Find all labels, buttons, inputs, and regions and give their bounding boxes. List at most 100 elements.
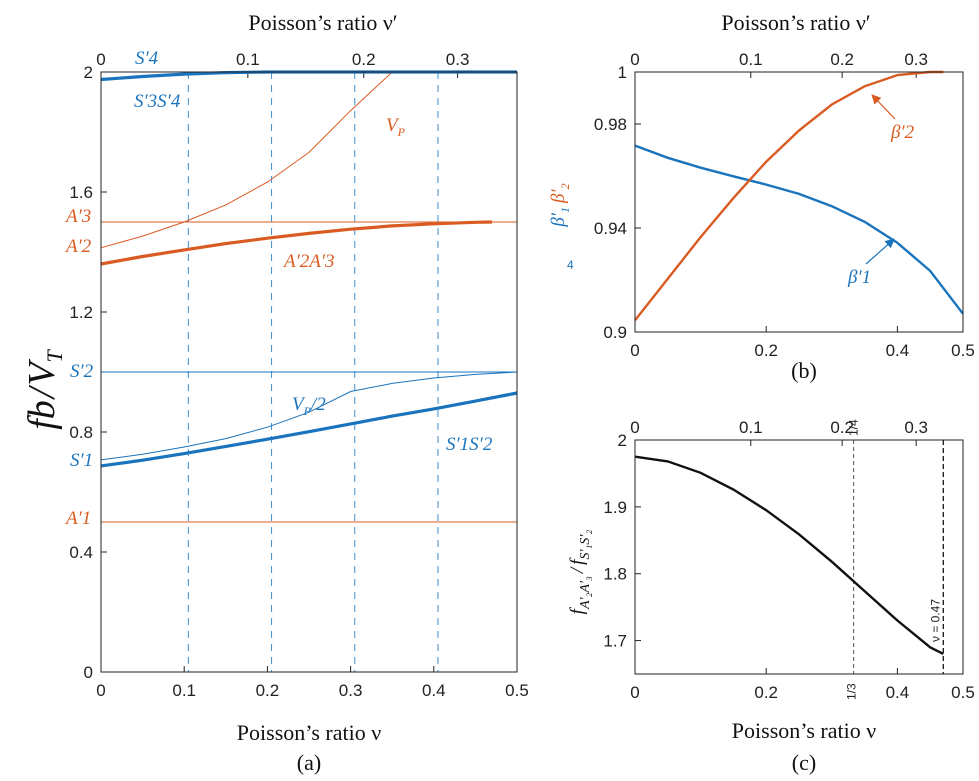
top-tick-label: 0.3 xyxy=(904,50,928,69)
panel-b-ylabel-stray: 4 xyxy=(567,258,574,272)
panel-b-top-ticks: 0 0.1 0.2 0.3 xyxy=(630,50,928,78)
label-a3: A′3 xyxy=(64,206,91,227)
y-tick-label: 0.98 xyxy=(594,115,627,134)
top-tick-label: 0.2 xyxy=(830,50,854,69)
x-tick-label: 0.4 xyxy=(422,681,446,700)
panel-c: 0 0.1 0.2 0.3 1/4 1/3 ν = 0.47 0 0.2 0.4 0.5 1.7… xyxy=(567,418,975,775)
panel-b-y-ticks: 0.9 0.94 0.98 1 xyxy=(594,63,641,342)
label-s3s4: S′3S′4 xyxy=(134,91,181,112)
y-tick-label: 2 xyxy=(84,63,93,82)
panel-a-ylabel-den: V xyxy=(21,359,63,386)
top-tick-label: 0.1 xyxy=(236,50,260,69)
x-tick-label: 0.4 xyxy=(886,341,910,360)
x-tick-label: 0.5 xyxy=(505,681,529,700)
arrow-b1 xyxy=(865,238,895,265)
panel-b-ylabel: β′1β′2 xyxy=(548,183,572,227)
y-tick-label: 1.7 xyxy=(603,632,627,651)
label-vp2: VP/2 xyxy=(292,394,326,418)
y-tick-label: 1.6 xyxy=(69,183,93,202)
top-tick-label: 0 xyxy=(630,50,639,69)
panel-a-ylabel-num: fb xyxy=(21,400,63,430)
x-tick-label: 0.5 xyxy=(951,341,975,360)
label-vp: VP xyxy=(386,115,406,139)
panel-a-top-xlabel: Poisson’s ratio ν′ xyxy=(248,10,397,35)
panel-a-ylabel-sub: T xyxy=(42,348,67,362)
panel-a-y-ticks: 0 0.4 0.8 1.2 1.6 2 xyxy=(69,63,107,682)
series-v-p-2 xyxy=(100,371,518,461)
label-a2a3: A′2A′3 xyxy=(282,251,335,272)
panel-a-series xyxy=(100,70,518,673)
label-s1s2: S′1S′2 xyxy=(446,434,493,455)
panel-b-series xyxy=(634,70,964,322)
panel-c-label: (c) xyxy=(792,750,816,775)
x-tick-label: 0.2 xyxy=(256,681,280,700)
top-tick-label: 0.2 xyxy=(352,50,376,69)
y-tick-label: 2 xyxy=(618,431,627,450)
panel-b-x-ticks: 0 0.2 0.4 0.5 xyxy=(630,326,975,360)
panel-c-top-ticks: 0 0.1 0.2 0.3 xyxy=(630,418,928,446)
y-tick-label: 0.94 xyxy=(594,219,627,238)
x-tick-label: 0.2 xyxy=(754,341,778,360)
y-tick-label: 0 xyxy=(84,663,93,682)
series--2 xyxy=(634,70,944,322)
panel-a-xlabel: Poisson’s ratio ν xyxy=(237,720,381,745)
panel-a-x-ticks: 0 0.1 0.2 0.3 0.4 0.5 xyxy=(96,666,529,700)
y-tick-label: 0.8 xyxy=(69,423,93,442)
panel-b-top-xlabel: Poisson’s ratio ν′ xyxy=(721,10,870,35)
panel-a-top-ticks: 0 0.1 0.2 0.3 xyxy=(96,50,469,78)
label-s2: S′2 xyxy=(70,361,94,382)
panel-b: Poisson’s ratio ν′ 0 0.1 0.2 0.3 0 0.2 0.4 0.5… xyxy=(548,10,975,383)
y-tick-label: 1.9 xyxy=(603,498,627,517)
y-tick-label: 1.2 xyxy=(69,303,93,322)
label-a1: A′1 xyxy=(64,508,91,529)
svg-text:β′1β′2: β′1β′2 xyxy=(548,183,572,227)
x-tick-label: 0 xyxy=(630,683,639,702)
panel-c-frame xyxy=(634,439,964,675)
panel-b-frame xyxy=(634,71,964,333)
top-tick-label: 0.1 xyxy=(739,418,763,437)
label-s4: S′4 xyxy=(135,48,159,69)
panel-b-label: (b) xyxy=(791,358,817,383)
arrow-b2 xyxy=(871,94,896,120)
x-tick-label: 0.1 xyxy=(172,681,196,700)
panel-a-ylabel: fb/VT xyxy=(21,348,67,429)
y-tick-label: 0.9 xyxy=(603,323,627,342)
series--1 xyxy=(634,144,964,315)
panel-c-y-ticks: 1.7 1.8 1.9 2 xyxy=(603,431,641,651)
label-b1: β′1 xyxy=(847,267,871,288)
panel-a-frame xyxy=(100,71,518,673)
x-tick-label: 0 xyxy=(96,681,105,700)
x-tick-label: 0.5 xyxy=(951,683,975,702)
series-s-3s-4 xyxy=(100,70,517,82)
top-tick-label: 0.3 xyxy=(904,418,928,437)
panel-a-label: (a) xyxy=(297,750,321,775)
y-tick-label: 0.4 xyxy=(69,543,93,562)
vline-bottom-label: 1/3 xyxy=(845,683,859,700)
panel-c-series xyxy=(634,455,944,655)
panel-c-vlines: 1/4 1/3 ν = 0.47 xyxy=(845,419,945,700)
svg-text:fb/VT: fb/VT xyxy=(21,348,67,429)
x-tick-label: 0 xyxy=(630,341,639,360)
label-b2: β′2 xyxy=(890,122,915,143)
top-tick-label: 0 xyxy=(96,50,105,69)
vline-top-label: 1/4 xyxy=(847,419,861,436)
series-s-1s-2 xyxy=(100,391,518,468)
top-tick-label: 0 xyxy=(630,418,639,437)
y-tick-label: 1.8 xyxy=(603,565,627,584)
top-tick-label: 0.2 xyxy=(830,418,854,437)
y-tick-label: 1 xyxy=(618,63,627,82)
panel-c-xlabel: Poisson’s ratio ν xyxy=(732,718,876,743)
top-tick-label: 0.1 xyxy=(739,50,763,69)
series-ratio xyxy=(634,455,944,655)
label-s1: S′1 xyxy=(70,450,93,471)
x-tick-label: 0.4 xyxy=(886,683,910,702)
top-tick-label: 0.3 xyxy=(446,50,470,69)
series-a-2a-3 xyxy=(100,220,493,266)
svg-text:fA′₂A′₃/fS′₁S′₂: fA′₂A′₃/fS′₁S′₂ xyxy=(567,530,593,615)
vline-label: ν = 0.47 xyxy=(928,599,942,642)
panel-a: Poisson’s ratio ν′ 0 0.1 0.2 0.3 0 0.1 0.2 0.3… xyxy=(21,10,529,775)
label-a2: A′2 xyxy=(64,236,92,257)
x-tick-label: 0.3 xyxy=(339,681,363,700)
x-tick-label: 0.2 xyxy=(754,683,778,702)
